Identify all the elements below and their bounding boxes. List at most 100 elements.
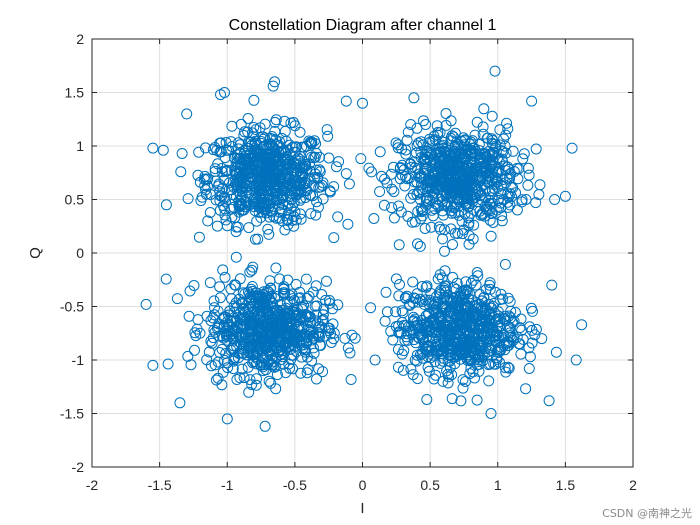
data-point <box>309 172 321 183</box>
data-point <box>458 340 470 351</box>
data-point <box>184 285 196 297</box>
data-point <box>418 336 430 348</box>
data-point <box>462 350 474 362</box>
data-point <box>235 330 247 342</box>
data-point <box>467 294 478 306</box>
data-point <box>248 356 260 368</box>
data-point <box>454 320 466 332</box>
data-point <box>332 299 344 311</box>
data-point <box>500 177 512 189</box>
data-point <box>418 115 429 127</box>
data-point <box>302 351 313 363</box>
data-point <box>388 186 400 198</box>
data-point <box>478 292 490 304</box>
data-point <box>311 373 322 385</box>
data-point <box>204 277 216 289</box>
data-point <box>314 151 325 163</box>
data-point <box>411 288 423 300</box>
data-point <box>274 273 285 285</box>
data-point <box>251 346 263 358</box>
x-tick-label: -0.5 <box>283 477 307 493</box>
data-point <box>306 138 317 150</box>
data-point <box>171 293 183 305</box>
data-point <box>450 157 462 169</box>
data-point <box>421 394 433 405</box>
data-point <box>251 196 263 208</box>
data-point <box>452 343 464 355</box>
data-point <box>265 296 277 308</box>
data-point <box>260 139 272 151</box>
data-point <box>339 332 351 344</box>
data-point <box>475 189 487 201</box>
data-point <box>465 277 477 289</box>
data-point <box>244 374 256 386</box>
data-point <box>388 161 399 173</box>
data-point <box>504 322 516 334</box>
data-point <box>254 177 265 189</box>
data-point <box>452 336 464 348</box>
data-point <box>520 383 532 395</box>
data-point <box>390 137 402 149</box>
data-point <box>463 238 475 250</box>
data-point <box>576 319 588 331</box>
data-point <box>321 275 332 287</box>
data-point <box>219 209 231 221</box>
data-point <box>176 148 188 159</box>
data-point <box>444 293 456 305</box>
data-point <box>222 362 234 374</box>
data-point <box>281 159 293 170</box>
data-point <box>485 230 497 242</box>
data-point <box>444 355 456 367</box>
data-point <box>439 153 451 165</box>
data-point <box>464 288 476 300</box>
data-point <box>268 210 280 222</box>
data-point <box>304 165 316 177</box>
data-point <box>242 308 254 320</box>
data-point <box>328 232 340 244</box>
data-point <box>287 293 299 305</box>
data-point <box>429 356 441 368</box>
data-point <box>440 108 452 119</box>
data-point <box>504 168 516 179</box>
data-point <box>286 214 298 226</box>
data-point <box>265 171 277 183</box>
data-point <box>425 221 437 233</box>
data-point <box>511 204 523 216</box>
data-point <box>284 362 296 374</box>
data-point <box>481 200 493 212</box>
data-point <box>250 290 262 302</box>
data-point <box>277 165 289 177</box>
data-point <box>496 215 508 227</box>
data-point <box>342 218 354 230</box>
data-point <box>471 161 482 173</box>
data-point <box>296 310 308 322</box>
data-point <box>472 270 484 282</box>
data-point <box>219 203 230 215</box>
data-point <box>301 140 313 152</box>
data-point <box>381 306 393 318</box>
y-tick-label: -1.5 <box>60 406 84 422</box>
data-point <box>270 114 282 126</box>
y-tick-label: 1 <box>76 138 84 154</box>
data-point <box>433 200 444 212</box>
data-point <box>220 348 232 359</box>
data-point <box>305 189 317 201</box>
data-point <box>316 289 328 300</box>
data-point <box>262 223 274 235</box>
data-point <box>437 143 449 154</box>
data-point <box>209 163 221 175</box>
data-point <box>412 296 424 308</box>
data-point <box>453 205 465 217</box>
data-point <box>246 379 258 391</box>
data-point <box>212 372 224 384</box>
data-point <box>251 358 263 370</box>
data-point <box>274 212 285 224</box>
data-point <box>300 311 311 322</box>
data-point <box>247 127 258 139</box>
data-point <box>241 164 253 176</box>
data-point <box>433 313 445 325</box>
data-point <box>175 166 187 178</box>
data-point <box>189 344 200 356</box>
data-point <box>468 219 480 231</box>
data-point <box>295 213 307 225</box>
